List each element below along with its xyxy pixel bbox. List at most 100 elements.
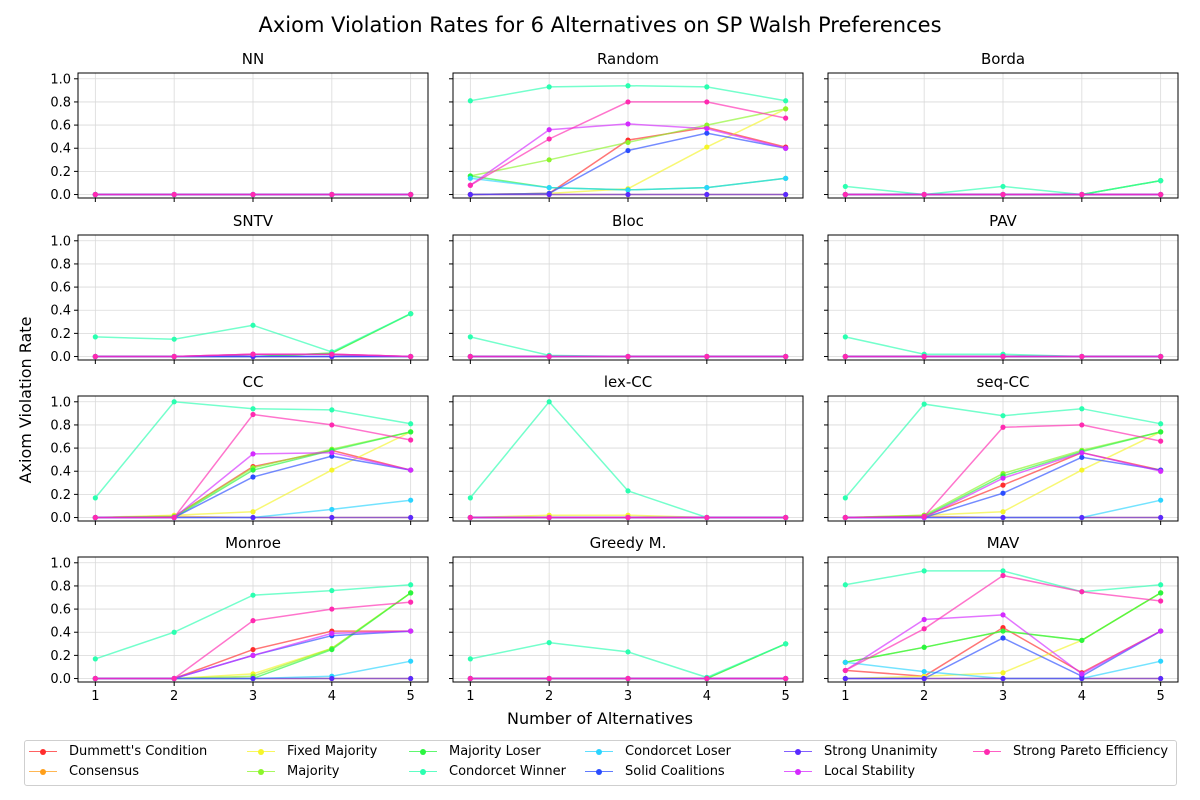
data-point	[171, 675, 177, 682]
data-point	[783, 675, 789, 682]
legend-swatch-icon	[973, 747, 1001, 757]
data-point	[625, 514, 631, 521]
legend-swatch-icon	[29, 747, 57, 757]
data-point	[625, 488, 631, 494]
data-point	[408, 429, 414, 435]
subplot-monroe: Monroe 1 2 3 4 5 0.0 0.2 0.4 0.6 0.8 1.0	[50, 534, 429, 704]
data-point	[1000, 635, 1006, 641]
subplot-pav: PAV	[824, 212, 1179, 364]
y-tick-label: 1.0	[50, 234, 71, 249]
data-point	[783, 191, 789, 198]
subplot-title: Bloc	[612, 212, 644, 230]
data-point	[546, 136, 552, 142]
data-point	[92, 675, 98, 682]
legend-item: Local Stability	[784, 764, 915, 779]
x-tick-label: 1	[466, 689, 474, 704]
data-point	[1158, 438, 1164, 444]
legend-item: Fixed Majority	[247, 744, 377, 759]
data-point	[250, 351, 256, 357]
data-point	[842, 514, 848, 521]
data-point	[250, 514, 256, 521]
data-point	[171, 353, 177, 360]
data-point	[171, 336, 177, 342]
data-point	[250, 474, 256, 480]
data-point	[408, 658, 414, 664]
data-point	[329, 506, 335, 513]
legend-label: Solid Coalitions	[625, 764, 725, 779]
data-point	[1158, 468, 1164, 474]
data-point	[250, 411, 256, 418]
y-tick-label: 1.0	[50, 72, 71, 87]
data-point	[783, 115, 789, 121]
data-point	[1000, 482, 1006, 488]
data-point	[1158, 514, 1164, 521]
data-point	[842, 495, 848, 501]
data-point	[704, 84, 710, 90]
data-point	[1158, 421, 1164, 427]
data-point	[408, 437, 414, 443]
data-point	[329, 630, 335, 636]
legend-swatch-icon	[784, 767, 812, 777]
data-point	[250, 646, 256, 653]
data-point	[704, 514, 710, 521]
y-axis-label: Axiom Violation Rate	[16, 317, 35, 484]
data-point	[842, 675, 848, 682]
y-tick-label: 0.2	[50, 165, 71, 180]
data-point	[171, 399, 177, 405]
data-point	[921, 675, 927, 682]
legend-label: Dummett's Condition	[69, 744, 208, 759]
data-point	[783, 353, 789, 360]
data-point	[625, 675, 631, 682]
legend-swatch-icon	[585, 747, 613, 757]
data-point	[250, 592, 256, 598]
data-point	[329, 407, 335, 413]
data-point	[408, 467, 414, 473]
y-tick-label: 0.0	[50, 350, 71, 365]
data-point	[625, 649, 631, 655]
subplot-title: Greedy M.	[590, 534, 667, 552]
data-point	[408, 497, 414, 503]
data-point	[1000, 514, 1006, 521]
data-point	[921, 401, 927, 407]
data-point	[329, 450, 335, 456]
data-point	[704, 130, 710, 136]
data-point	[1158, 598, 1164, 604]
legend-label: Majority Loser	[449, 744, 541, 759]
data-point	[625, 83, 631, 89]
legend-item: Consensus	[29, 764, 139, 779]
data-point	[1000, 490, 1006, 496]
data-point	[329, 191, 335, 198]
data-point	[704, 184, 710, 191]
legend-label: Majority	[287, 764, 340, 779]
x-tick-label: 3	[249, 689, 257, 704]
x-tick-label: 4	[328, 689, 336, 704]
x-tick-label: 1	[91, 689, 99, 704]
subplot-borda: Borda	[824, 50, 1179, 202]
data-point	[1000, 670, 1006, 676]
data-point	[625, 99, 631, 105]
data-point	[1158, 590, 1164, 596]
data-point	[250, 618, 256, 624]
data-point	[625, 191, 631, 198]
data-point	[329, 675, 335, 682]
y-tick-label: 0.2	[50, 327, 71, 342]
data-point	[842, 353, 848, 360]
data-point	[546, 157, 552, 163]
legend-label: Strong Pareto Efficiency	[1013, 744, 1169, 759]
data-point	[704, 99, 710, 105]
data-point	[783, 106, 789, 112]
data-point	[1000, 612, 1006, 618]
x-tick-label: 5	[1157, 689, 1165, 704]
data-point	[842, 659, 848, 665]
legend-swatch-icon	[247, 747, 275, 757]
data-point	[842, 334, 848, 340]
data-point	[329, 351, 335, 357]
data-point	[408, 514, 414, 521]
data-point	[171, 514, 177, 521]
data-point	[546, 514, 552, 521]
data-point	[1000, 572, 1006, 579]
x-tick-label: 2	[170, 689, 178, 704]
data-point	[92, 656, 98, 662]
data-point	[1158, 628, 1164, 634]
x-tick-label: 2	[545, 689, 553, 704]
